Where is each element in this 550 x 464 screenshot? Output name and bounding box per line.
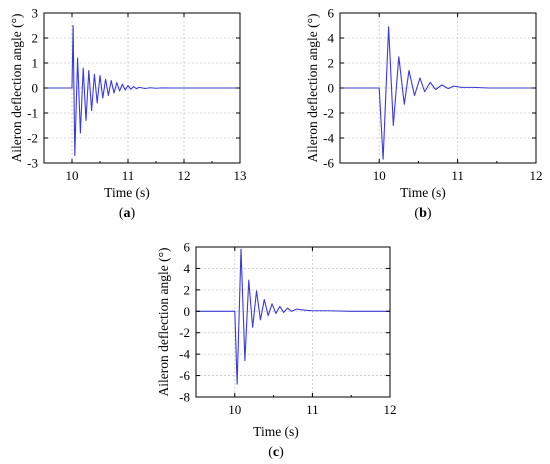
y-tick-label: -6 xyxy=(179,368,190,383)
series-line xyxy=(340,26,536,160)
panel-label: (a) xyxy=(119,206,136,221)
y-tick-label: 2 xyxy=(328,56,335,71)
y-tick-label: -2 xyxy=(27,131,38,146)
x-tick-label: 10 xyxy=(228,402,241,417)
y-tick-label: -6 xyxy=(323,156,334,171)
y-axis-label: Aileron deflection angle (°) xyxy=(305,14,320,163)
y-tick-label: 4 xyxy=(328,31,335,46)
x-axis-label: Time (s) xyxy=(400,185,446,200)
panel-label: (c) xyxy=(268,445,284,460)
series-line xyxy=(44,24,240,157)
y-tick-label: 3 xyxy=(32,6,39,21)
series-line xyxy=(196,248,390,385)
y-tick-label: 2 xyxy=(184,282,191,297)
y-tick-label: -3 xyxy=(27,156,38,171)
x-axis-label: Time (s) xyxy=(104,185,150,200)
panel-label: (b) xyxy=(414,206,431,221)
y-tick-label: -2 xyxy=(323,106,334,121)
x-tick-label: 10 xyxy=(373,168,386,183)
y-tick-label: 0 xyxy=(328,81,335,96)
y-tick-label: 6 xyxy=(328,6,335,21)
y-tick-label: -4 xyxy=(179,347,190,362)
x-tick-label: 13 xyxy=(234,168,247,183)
y-tick-label: 6 xyxy=(184,240,191,255)
chart-panel-c: 10 11 12 -8 -6 -4 -2 0 2 4 6 Time (s) Aileron deflec… xyxy=(156,240,397,461)
plot-frame xyxy=(195,246,391,398)
y-tick-label: -8 xyxy=(179,390,190,405)
x-tick-label: 12 xyxy=(384,402,397,417)
x-tick-label: 12 xyxy=(178,168,191,183)
y-tick-label: -1 xyxy=(27,106,38,121)
x-tick-label: 12 xyxy=(530,168,543,183)
y-tick-label: 0 xyxy=(32,81,39,96)
y-tick-label: 4 xyxy=(184,261,191,276)
x-tick-label: 11 xyxy=(451,168,464,183)
x-tick-label: 10 xyxy=(66,168,79,183)
chart-panel-b: 10 11 12 -6 -4 -2 0 2 4 6 Time (s) Aileron deflecti… xyxy=(305,6,543,222)
x-tick-label: 11 xyxy=(122,168,135,183)
y-tick-label: 1 xyxy=(32,56,39,71)
y-tick-label: -4 xyxy=(323,131,334,146)
x-tick-label: 11 xyxy=(306,402,319,417)
y-tick-label: -2 xyxy=(179,325,190,340)
y-tick-label: 2 xyxy=(32,31,39,46)
y-axis-label: Aileron deflection angle (°) xyxy=(9,14,24,163)
x-axis-label: Time (s) xyxy=(253,424,299,439)
y-tick-label: 0 xyxy=(184,304,191,319)
y-axis-label: Aileron deflection angle (°) xyxy=(156,248,171,397)
